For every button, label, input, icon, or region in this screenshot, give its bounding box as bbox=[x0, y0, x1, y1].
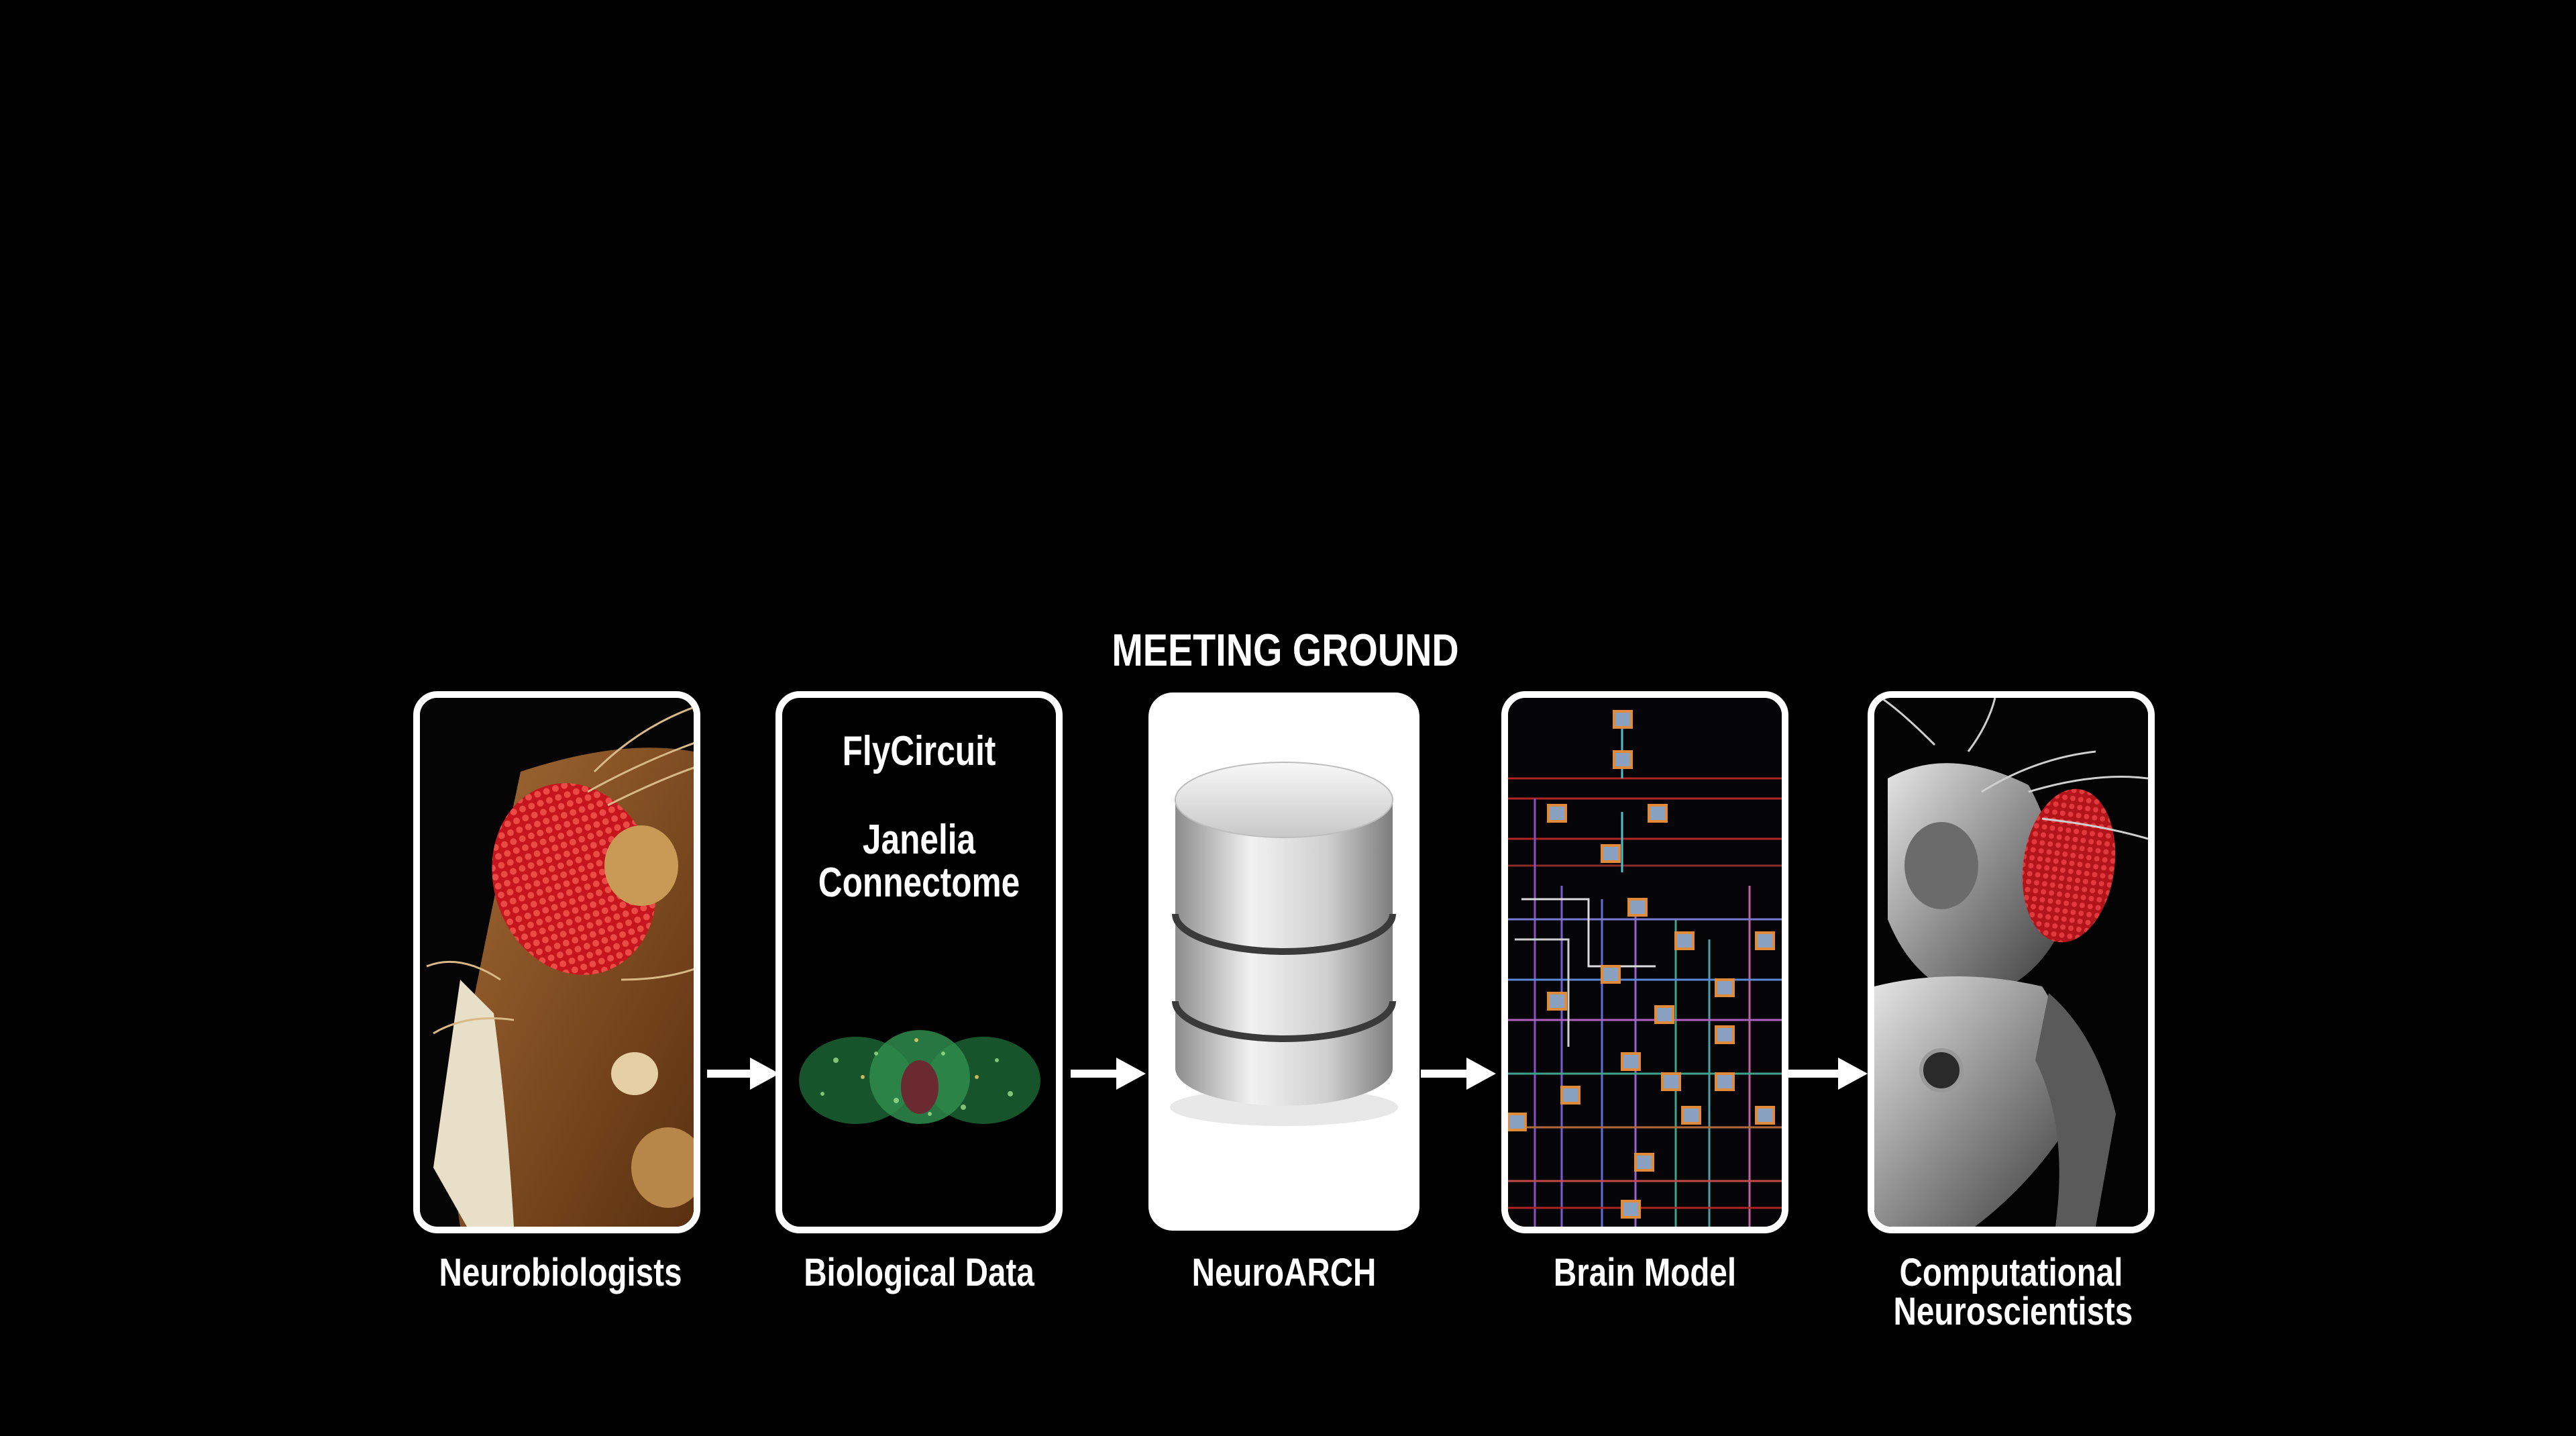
neuroarch-label: NeuroARCH bbox=[1191, 1251, 1377, 1294]
brain-connectome-image bbox=[799, 1030, 1040, 1124]
database-icon bbox=[1170, 762, 1398, 1126]
flycircuit-text: FlyCircuit bbox=[842, 728, 996, 774]
arrow-1 bbox=[707, 1058, 780, 1090]
janelia-connectome-text: Janelia Connectome bbox=[818, 817, 1020, 906]
biological-data-label: Biological Data bbox=[804, 1251, 1034, 1294]
circuit-diagram-image bbox=[1508, 698, 1782, 1227]
arrow-4 bbox=[1786, 1058, 1868, 1090]
biological-data-panel: FlyCircuit Janelia Connectome bbox=[775, 691, 1063, 1233]
computational-neuroscientists-panel bbox=[1868, 691, 2155, 1233]
neuroarch-panel bbox=[1148, 693, 1419, 1231]
meeting-ground-title: MEETING GROUND bbox=[1112, 625, 1459, 676]
fly-head-image bbox=[420, 698, 694, 1227]
neurobiologists-label: Neurobiologists bbox=[439, 1251, 682, 1294]
arrow-3 bbox=[1421, 1058, 1496, 1090]
brain-model-label: Brain Model bbox=[1553, 1251, 1737, 1294]
arrow-2 bbox=[1071, 1058, 1146, 1090]
brain-model-panel bbox=[1501, 691, 1788, 1233]
computational-neuroscientists-label: Computational Neuroscientists bbox=[1893, 1251, 2133, 1333]
robot-fly-image bbox=[1874, 698, 2148, 1227]
neurobiologists-panel bbox=[413, 691, 700, 1233]
